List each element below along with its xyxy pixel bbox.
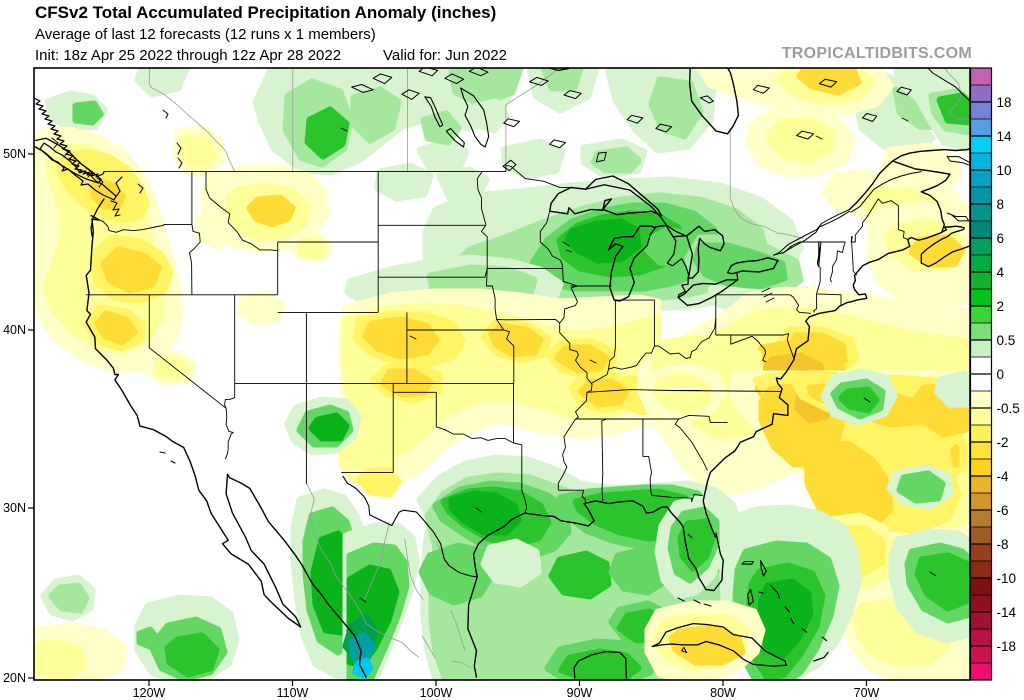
svg-text:0: 0 xyxy=(997,367,1005,382)
svg-text:110W: 110W xyxy=(277,686,309,700)
svg-text:100W: 100W xyxy=(420,686,453,700)
svg-text:18: 18 xyxy=(997,95,1012,110)
svg-text:4: 4 xyxy=(997,265,1005,280)
svg-text:120W: 120W xyxy=(133,686,166,700)
svg-text:-8: -8 xyxy=(997,537,1009,552)
svg-text:80W: 80W xyxy=(710,686,736,700)
svg-text:-14: -14 xyxy=(997,605,1017,620)
svg-text:-4: -4 xyxy=(997,469,1009,484)
svg-text:0.5: 0.5 xyxy=(997,333,1016,348)
svg-text:90W: 90W xyxy=(567,686,593,700)
svg-text:70W: 70W xyxy=(854,686,880,700)
svg-text:2: 2 xyxy=(997,299,1005,314)
svg-text:40N: 40N xyxy=(3,323,26,337)
svg-text:6: 6 xyxy=(997,231,1005,246)
svg-text:-0.5: -0.5 xyxy=(997,401,1020,416)
svg-text:30N: 30N xyxy=(3,501,26,515)
svg-text:20N: 20N xyxy=(3,671,26,685)
svg-text:-18: -18 xyxy=(997,639,1017,654)
svg-text:10: 10 xyxy=(997,163,1012,178)
svg-text:-6: -6 xyxy=(997,503,1009,518)
svg-text:8: 8 xyxy=(997,197,1005,212)
svg-text:50N: 50N xyxy=(3,147,26,161)
svg-text:14: 14 xyxy=(997,129,1013,144)
svg-text:-2: -2 xyxy=(997,435,1009,450)
svg-text:-10: -10 xyxy=(997,571,1017,586)
